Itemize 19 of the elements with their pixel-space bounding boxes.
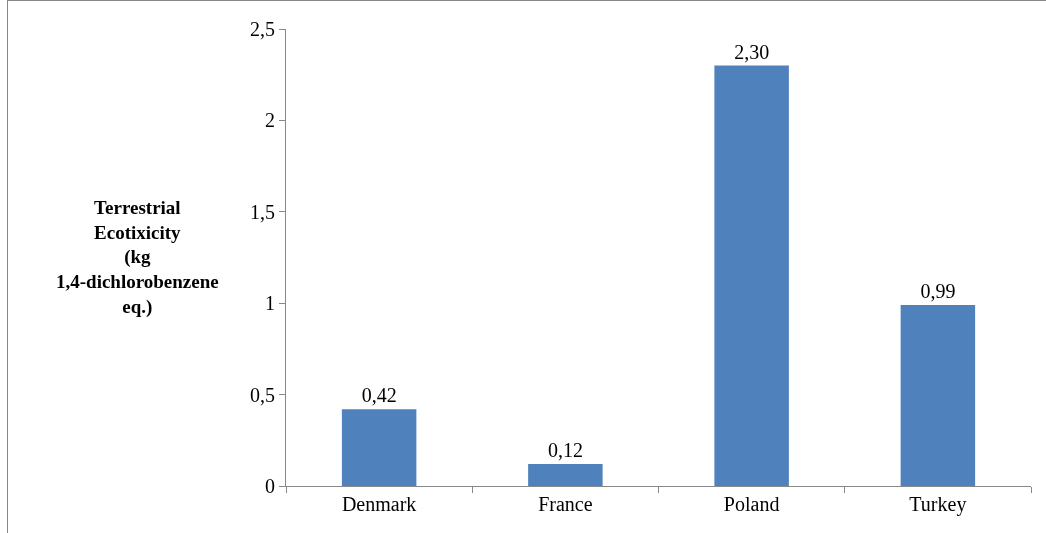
x-tick-label: France [538, 493, 593, 515]
x-tick-label: Denmark [341, 493, 417, 515]
bar [528, 464, 603, 486]
x-tick-label: Poland [723, 493, 780, 515]
data-label: 0,99 [920, 280, 956, 303]
y-tick-label: 1,5 [250, 200, 275, 223]
data-label: 0,42 [361, 384, 397, 407]
y-tick-label: 2,5 [250, 18, 275, 40]
bar [714, 65, 789, 486]
bar [341, 409, 417, 486]
y-tick-label: 1 [265, 292, 275, 315]
y-axis-title: Terrestrial Ecotixicity (kg 1,4-dichlorobenzene eq.) [56, 197, 219, 318]
x-tick-label: Turkey [909, 493, 967, 516]
data-label: 2,30 [734, 40, 770, 63]
y-tick-label: 0,5 [250, 383, 275, 406]
y-tick-label: 0 [265, 475, 275, 497]
data-label: 0,12 [547, 439, 583, 462]
y-tick-label: 2 [265, 109, 275, 132]
bar [900, 305, 976, 486]
